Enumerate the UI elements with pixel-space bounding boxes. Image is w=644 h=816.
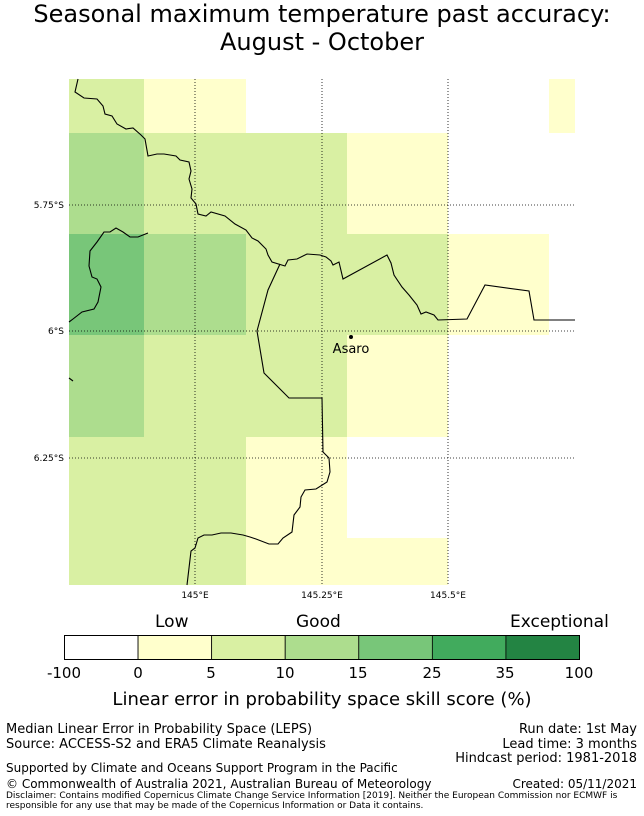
- title-line-1: Seasonal maximum temperature past accura…: [33, 0, 611, 28]
- place-label-asaro: Asaro: [333, 342, 370, 357]
- footer-support: Supported by Climate and Oceans Support …: [6, 761, 398, 775]
- colorbar-tick: 10: [275, 664, 295, 682]
- grid-cell: [448, 234, 549, 335]
- colorbar: [64, 635, 580, 660]
- category-exceptional: Exceptional: [510, 612, 609, 632]
- gridlines: [69, 79, 575, 585]
- colorbar-tick: 35: [495, 664, 515, 682]
- asaro-marker: [349, 335, 353, 339]
- footer-disclaimer-2: responsible for any use that may be made…: [6, 801, 424, 811]
- footer-run-date: Run date: 1st May: [518, 722, 637, 737]
- skill-map: Asaro 5.75°S 6°S 6.25°S 145°E 145.25°E 1…: [34, 78, 575, 600]
- grid-cell: [69, 234, 144, 335]
- skill-grid: [69, 79, 575, 585]
- colorbar-tick: 5: [206, 664, 216, 682]
- colorbar-swatch: [505, 635, 580, 660]
- province-boundary: [74, 78, 575, 321]
- colorbar-tick: 0: [133, 664, 143, 682]
- colorbar-swatch: [358, 635, 433, 660]
- footer-hindcast: Hindcast period: 1981-2018: [455, 751, 637, 766]
- footer-copyright: © Commonwealth of Australia 2021, Austra…: [6, 777, 432, 791]
- grid-cell: [69, 79, 144, 133]
- lon-label: 145°E: [181, 591, 209, 600]
- colorbar-ticks: -100 0 5 10 15 25 35 100: [0, 664, 644, 684]
- province-boundary: [68, 377, 74, 382]
- footer-method: Median Linear Error in Probability Space…: [6, 722, 313, 737]
- colorbar-swatch: [431, 635, 507, 660]
- colorbar-border: [64, 635, 580, 660]
- grid-cell: [246, 234, 448, 335]
- colorbar-swatches: [64, 635, 580, 660]
- province-boundary: [186, 263, 331, 586]
- grid-cell: [144, 335, 347, 437]
- colorbar-tick: -100: [46, 664, 82, 682]
- lat-label: 5.75°S: [34, 201, 65, 211]
- lat-label: 6°S: [48, 327, 64, 337]
- grid-cell: [347, 133, 448, 234]
- grid-cell: [347, 538, 448, 585]
- grid-cell: [144, 133, 347, 234]
- footer-created: Created: 05/11/2021: [512, 777, 637, 791]
- grid-cell: [69, 133, 144, 234]
- grid-cell: [69, 335, 144, 437]
- colorbar-swatch: [64, 635, 139, 660]
- footer-disclaimer-1: Disclaimer: Contains modified Copernicus…: [6, 791, 618, 801]
- colorbar-categories: Low Good Exceptional: [0, 612, 644, 636]
- lon-label: 145.5°E: [430, 591, 466, 600]
- footer-source: Source: ACCESS-S2 and ERA5 Climate Reana…: [6, 737, 326, 752]
- grid-cell: [347, 335, 448, 437]
- category-good: Good: [296, 612, 341, 632]
- colorbar-tick: 15: [348, 664, 368, 682]
- colorbar-swatch: [137, 635, 213, 660]
- grid-cell: [69, 437, 246, 585]
- grid-cell: [549, 79, 575, 133]
- colorbar-swatch: [211, 635, 286, 660]
- colorbar-title: Linear error in probability space skill …: [112, 689, 532, 710]
- colorbar-tick: 25: [422, 664, 442, 682]
- lat-label: 6.25°S: [34, 454, 65, 464]
- colorbar-tick: 100: [564, 664, 594, 682]
- title-line-2: August - October: [220, 28, 424, 56]
- chart-title: Seasonal maximum temperature past accura…: [0, 0, 644, 56]
- colorbar-swatch: [284, 635, 360, 660]
- province-boundary: [68, 227, 149, 323]
- lon-label: 145.25°E: [301, 591, 343, 600]
- category-low: Low: [155, 612, 189, 632]
- footer-lead-time: Lead time: 3 months: [502, 737, 637, 752]
- boundaries: [68, 78, 575, 586]
